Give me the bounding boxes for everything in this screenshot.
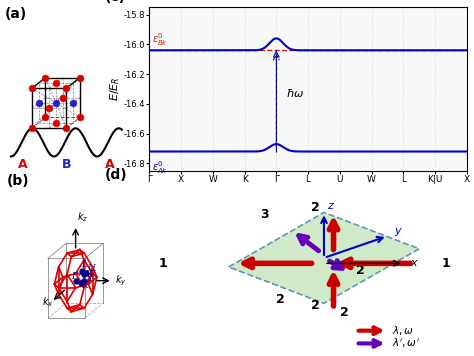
Text: $\lambda', \omega'$: $\lambda', \omega'$ xyxy=(392,337,420,350)
Text: A: A xyxy=(18,158,28,171)
Text: $k_y$: $k_y$ xyxy=(115,273,127,288)
Text: 2: 2 xyxy=(311,299,320,312)
Text: $z$: $z$ xyxy=(327,201,335,211)
Text: $\hbar\omega$: $\hbar\omega$ xyxy=(286,88,304,99)
Y-axis label: $E/E_R$: $E/E_R$ xyxy=(109,77,122,101)
Text: 2: 2 xyxy=(356,264,365,277)
Text: (b): (b) xyxy=(7,174,30,188)
Text: (a): (a) xyxy=(5,7,27,21)
Text: Γ: Γ xyxy=(71,272,78,281)
Text: K: K xyxy=(81,281,88,290)
Text: 3: 3 xyxy=(261,208,269,221)
Text: $\epsilon^0_{Ak}$: $\epsilon^0_{Ak}$ xyxy=(153,159,169,176)
Text: L: L xyxy=(81,260,87,269)
Text: W: W xyxy=(85,270,95,279)
Text: $k_x$: $k_x$ xyxy=(42,295,54,309)
Text: $\lambda, \omega$: $\lambda, \omega$ xyxy=(392,324,414,337)
Text: X: X xyxy=(86,274,92,283)
Text: (d): (d) xyxy=(105,168,128,182)
Text: $k_z$: $k_z$ xyxy=(77,210,88,224)
Text: 1: 1 xyxy=(441,257,450,270)
Text: 2: 2 xyxy=(276,293,285,307)
Text: 1: 1 xyxy=(159,257,168,270)
Text: A: A xyxy=(105,158,114,171)
Text: 2: 2 xyxy=(340,306,348,319)
Text: B: B xyxy=(62,158,71,171)
Text: 2: 2 xyxy=(311,200,320,214)
Text: $\epsilon^0_{Bk}$: $\epsilon^0_{Bk}$ xyxy=(153,31,169,48)
Text: U: U xyxy=(87,264,95,273)
Polygon shape xyxy=(228,213,419,303)
Text: (c): (c) xyxy=(105,0,126,4)
Text: $x$: $x$ xyxy=(410,258,419,268)
Text: $y$: $y$ xyxy=(394,226,403,238)
